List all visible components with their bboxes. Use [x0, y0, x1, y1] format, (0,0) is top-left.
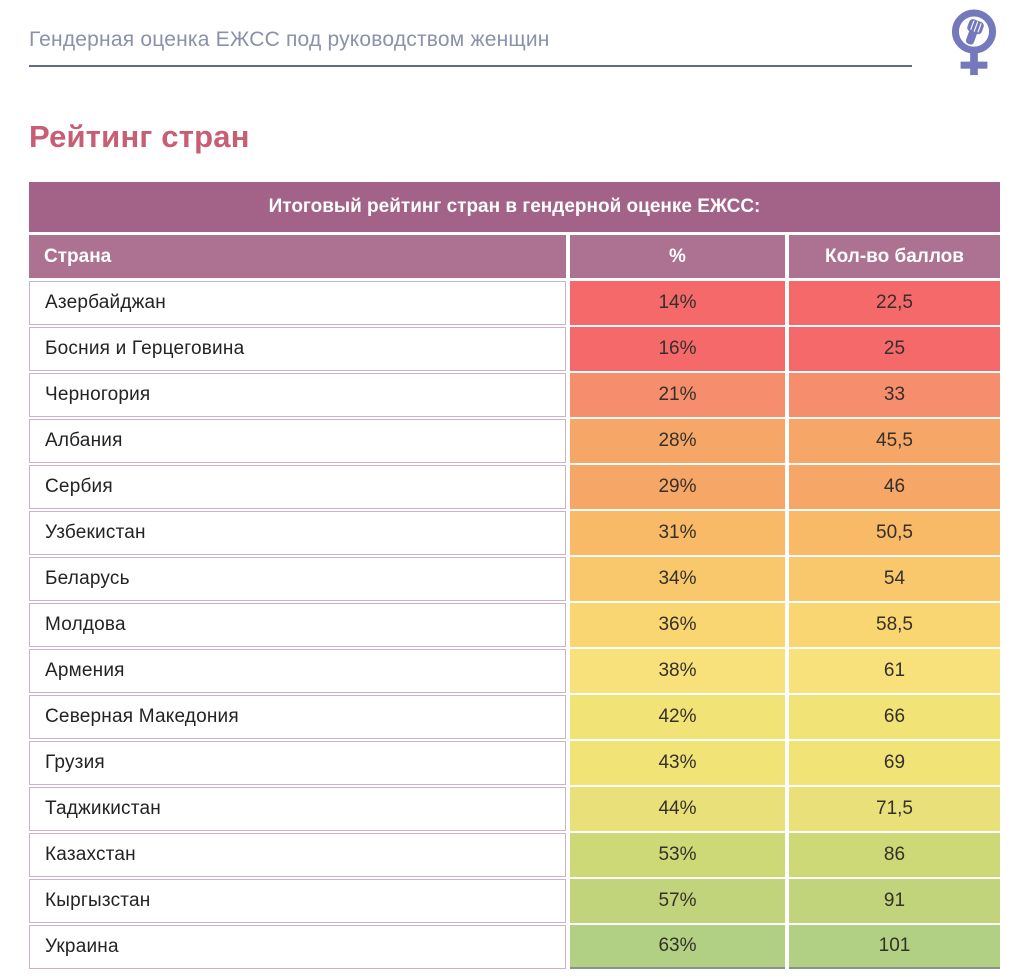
table-row: Албания 28% 45,5 — [29, 419, 1000, 463]
percent-cell: 57% — [570, 879, 785, 923]
score-cell: 46 — [789, 465, 1000, 509]
country-cell: Таджикистан — [29, 787, 566, 831]
percent-cell: 53% — [570, 833, 785, 877]
score-cell: 69 — [789, 741, 1000, 785]
women-power-fist-icon — [951, 9, 997, 76]
column-header-score: Кол-во баллов — [789, 235, 1000, 278]
country-cell: Грузия — [29, 741, 566, 785]
table-row: Таджикистан 44% 71,5 — [29, 787, 1000, 831]
percent-cell: 14% — [570, 281, 785, 325]
score-cell: 61 — [789, 649, 1000, 693]
country-cell: Азербайджан — [29, 281, 566, 325]
percent-cell: 38% — [570, 649, 785, 693]
table-row: Черногория 21% 33 — [29, 373, 1000, 417]
page-header: Гендерная оценка ЕЖСС под руководством ж… — [29, 0, 1000, 76]
percent-cell: 16% — [570, 327, 785, 371]
score-cell: 86 — [789, 833, 1000, 877]
country-cell: Черногория — [29, 373, 566, 417]
country-cell: Сербия — [29, 465, 566, 509]
header-underline: Гендерная оценка ЕЖСС под руководством ж… — [29, 28, 912, 67]
country-cell: Казахстан — [29, 833, 566, 877]
table-header-row: Страна % Кол-во баллов — [29, 235, 1000, 278]
country-rating-table: Итоговый рейтинг стран в гендерной оценк… — [29, 182, 1000, 969]
score-cell: 66 — [789, 695, 1000, 739]
percent-cell: 42% — [570, 695, 785, 739]
score-cell: 45,5 — [789, 419, 1000, 463]
percent-cell: 21% — [570, 373, 785, 417]
country-cell: Кыргызстан — [29, 879, 566, 923]
table-row: Босния и Герцеговина 16% 25 — [29, 327, 1000, 371]
score-cell: 50,5 — [789, 511, 1000, 555]
percent-cell: 28% — [570, 419, 785, 463]
score-cell: 25 — [789, 327, 1000, 371]
country-cell: Босния и Герцеговина — [29, 327, 566, 371]
table-row: Грузия 43% 69 — [29, 741, 1000, 785]
table-row: Украина 63% 101 — [29, 925, 1000, 969]
table-row: Азербайджан 14% 22,5 — [29, 281, 1000, 325]
score-cell: 58,5 — [789, 603, 1000, 647]
score-cell: 54 — [789, 557, 1000, 601]
percent-cell: 34% — [570, 557, 785, 601]
country-cell: Беларусь — [29, 557, 566, 601]
country-cell: Армения — [29, 649, 566, 693]
country-cell: Украина — [29, 925, 566, 969]
column-header-country: Страна — [29, 235, 566, 278]
score-cell: 71,5 — [789, 787, 1000, 831]
score-cell: 91 — [789, 879, 1000, 923]
percent-cell: 29% — [570, 465, 785, 509]
table-row: Молдова 36% 58,5 — [29, 603, 1000, 647]
percent-cell: 43% — [570, 741, 785, 785]
score-cell: 101 — [789, 925, 1000, 969]
percent-cell: 31% — [570, 511, 785, 555]
country-cell: Албания — [29, 419, 566, 463]
percent-cell: 44% — [570, 787, 785, 831]
score-cell: 22,5 — [789, 281, 1000, 325]
table-row: Кыргызстан 57% 91 — [29, 879, 1000, 923]
page-title: Рейтинг стран — [29, 119, 250, 154]
country-cell: Молдова — [29, 603, 566, 647]
column-header-percent: % — [570, 235, 785, 278]
table-row: Северная Македония 42% 66 — [29, 695, 1000, 739]
percent-cell: 36% — [570, 603, 785, 647]
page-header-title: Гендерная оценка ЕЖСС под руководством ж… — [29, 28, 550, 51]
table-row: Сербия 29% 46 — [29, 465, 1000, 509]
table-row: Беларусь 34% 54 — [29, 557, 1000, 601]
rating-table-body: Азербайджан 14% 22,5 Босния и Герцеговина 16… — [29, 281, 1000, 969]
table-caption: Итоговый рейтинг стран в гендерной оценк… — [29, 182, 1000, 232]
percent-cell: 63% — [570, 925, 785, 969]
country-cell: Узбекистан — [29, 511, 566, 555]
table-row: Казахстан 53% 86 — [29, 833, 1000, 877]
table-row: Армения 38% 61 — [29, 649, 1000, 693]
score-cell: 33 — [789, 373, 1000, 417]
table-row: Узбекистан 31% 50,5 — [29, 511, 1000, 555]
country-cell: Северная Македония — [29, 695, 566, 739]
